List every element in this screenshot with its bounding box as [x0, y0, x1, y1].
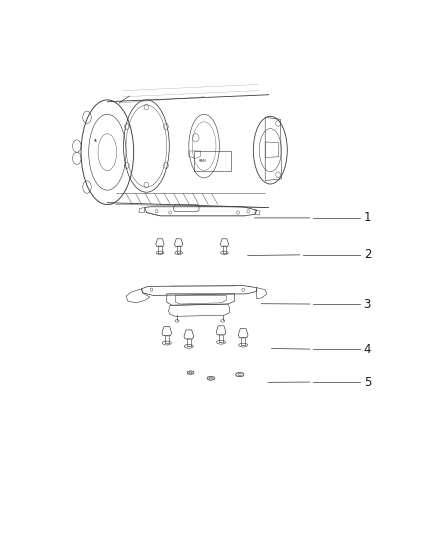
Text: 1: 1 — [364, 212, 371, 224]
Text: 2: 2 — [364, 248, 371, 261]
Text: 4: 4 — [364, 343, 371, 356]
Text: 5: 5 — [364, 376, 371, 389]
Text: RA: RA — [94, 139, 97, 143]
Text: RAM: RAM — [199, 159, 207, 163]
Text: 3: 3 — [364, 297, 371, 311]
